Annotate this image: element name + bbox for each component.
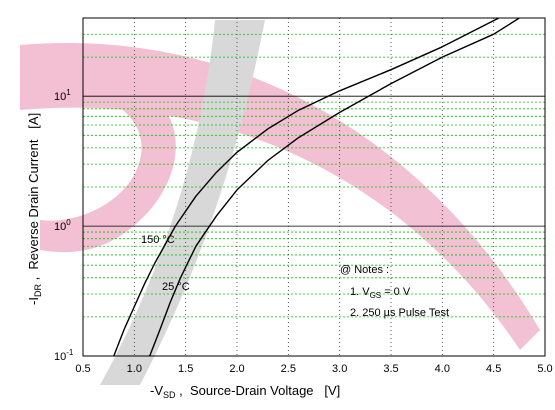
notes-annotation: @ Notes : 1. VGS = 0 V 2. 250 µs Pulse T…: [340, 264, 449, 319]
y-tick-labels: 10-1 100 101: [54, 88, 74, 363]
series-label-25c: 25 °C: [162, 281, 190, 293]
x-tick-label: 3.0: [332, 363, 347, 375]
x-axis-title: -VSD , Source-Drain Voltage [V]: [150, 383, 340, 400]
x-tick-label: 2.0: [229, 363, 244, 375]
notes-line-2: 2. 250 µs Pulse Test: [350, 307, 449, 319]
series-line-25c: [149, 18, 520, 356]
series-label-150c: 150 °C: [141, 234, 175, 246]
grid-major: [83, 95, 545, 227]
plot-frame: [82, 17, 546, 357]
watermark-red-arc: [40, 70, 176, 253]
x-tick-label: 2.5: [281, 363, 296, 375]
y-tick-label: 101: [54, 88, 71, 103]
notes-line-1: 1. VGS = 0 V: [350, 286, 411, 300]
watermark-red-band: [20, 43, 540, 351]
series-line-150c: [113, 18, 500, 356]
x-tick-label: 4.5: [486, 363, 501, 375]
watermark-gray-band: [100, 20, 265, 385]
x-tick-label: 1.5: [178, 363, 193, 375]
x-tick-label: 0.5: [75, 363, 90, 375]
x-tick-label: 3.5: [383, 363, 398, 375]
watermark-logo: [20, 20, 540, 385]
x-tick-label: 5.0: [537, 363, 552, 375]
grid-vertical: [133, 18, 495, 356]
y-tick-label: 100: [54, 218, 71, 233]
x-tick-label: 1.0: [127, 363, 142, 375]
x-tick-label: 4.0: [435, 363, 450, 375]
x-tick-labels: 0.5 1.0 1.5 2.0 2.5 3.0 3.5 4.0 4.5 5.0: [75, 363, 552, 375]
y-axis-title: -IDR , Reverse Drain Current [A]: [26, 113, 43, 305]
series-layer: [113, 18, 520, 356]
notes-title: @ Notes :: [340, 264, 389, 276]
y-tick-label: 10-1: [54, 348, 74, 363]
